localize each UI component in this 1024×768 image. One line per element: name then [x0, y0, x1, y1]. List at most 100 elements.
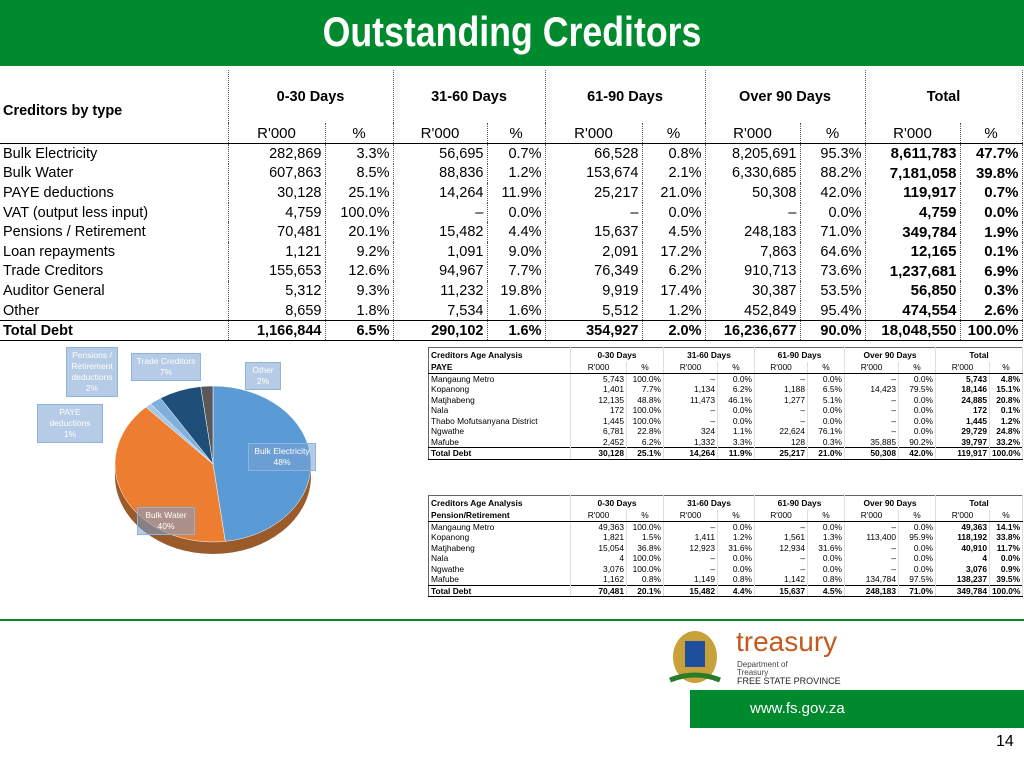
row-label: Mafube [428, 574, 571, 585]
pie-label-name: Bulk Electricity [254, 446, 310, 456]
cell: 17.2% [642, 241, 706, 262]
cell: 3.3% [325, 143, 394, 164]
cell: 2.1% [642, 163, 706, 184]
cell: 1.2% [717, 532, 755, 543]
pie-label-name: Pensions / Retirement deductions [71, 350, 113, 382]
subheader: R'000 [663, 510, 718, 522]
cell: 9.3% [325, 281, 394, 301]
data-row: Nala 172 100.0% –0.0% –0.0% –0.0% 172 0.1% [428, 405, 1024, 416]
row-label: Mangaung Metro [428, 373, 571, 384]
group-row: Creditors Age Analysis 0-30 Days 31-60 Day… [428, 347, 1024, 362]
row-label: Loan repayments [0, 241, 229, 262]
pie-label: Bulk Water 40% [137, 507, 195, 535]
cell: 16,236,677 [705, 320, 801, 342]
cell: 64.6% [800, 241, 866, 262]
cell: 282,869 [228, 143, 326, 164]
data-row: Mafube 1,162 0.8% 1,149 0.8% 1,142 0.8% 134,784… [428, 574, 1024, 585]
cell: 50,308 [844, 447, 899, 460]
corner: Creditors Age Analysis [428, 495, 571, 510]
cell: 2,091 [545, 241, 643, 262]
cell: 0.3% [960, 281, 1023, 301]
total-row: Total Debt 30,128 25.1% 14,264 11.9% 25,217 21… [428, 447, 1024, 460]
cell: 40,910 [935, 542, 990, 553]
slide-title: Outstanding Creditors [322, 8, 702, 55]
cell: 12,135 [570, 394, 627, 405]
cell: 100.0% [626, 405, 664, 416]
cell: 20.1% [325, 222, 394, 242]
pie-value-label: 2% [256, 376, 270, 386]
cell: 12,934 [754, 542, 808, 553]
cell: 5,512 [545, 300, 643, 321]
cell: 35,885 [844, 436, 899, 448]
row-label: VAT (output less input) [0, 202, 229, 223]
cell: 42.0% [800, 183, 866, 203]
cell: 56,850 [865, 281, 961, 301]
cell: 42.0% [898, 447, 936, 460]
subheader: R'000 [754, 362, 808, 374]
cell: 100.0% [626, 415, 664, 426]
cell: – [754, 405, 808, 416]
cell: 71.0% [800, 222, 866, 242]
subheader: R'000 [754, 510, 808, 522]
cell: 0.0% [898, 415, 936, 426]
cell: 9,919 [545, 281, 643, 301]
cell: 1.5% [626, 532, 664, 543]
cell: 0.0% [717, 415, 755, 426]
table-title: Creditors Age Analysis [431, 498, 523, 508]
group-header: Total [935, 347, 1024, 362]
total-row: Total Debt 1,166,844 6.5% 290,102 1.6% 354,92… [0, 320, 1023, 342]
cell: 88,836 [393, 163, 488, 184]
cell: 7.7% [626, 384, 664, 395]
group-header: 61-90 Days [754, 347, 845, 362]
cell: 1,277 [754, 394, 808, 405]
subheader: R'000 [228, 123, 326, 144]
province: FREE STATE PROVINCE [737, 676, 841, 686]
cell: 6.2% [626, 436, 664, 448]
cell: 354,927 [545, 320, 643, 342]
cell: – [844, 415, 899, 426]
cell: 22,624 [754, 426, 808, 437]
cell: 15.1% [989, 384, 1024, 395]
subheader: % [898, 362, 936, 374]
cell: 0.0% [807, 415, 845, 426]
cell: – [844, 373, 899, 384]
group-header: 0-30 Days [570, 495, 664, 510]
cell: 94,967 [393, 261, 488, 282]
cell: – [663, 553, 718, 564]
cell: – [705, 202, 801, 223]
group-header: 0-30 Days [570, 347, 664, 362]
cell: 6.5% [807, 384, 845, 395]
cell: 4 [570, 553, 627, 564]
data-row: Kopanong 1,821 1.5% 1,411 1.2% 1,561 1.3% 113,4… [428, 532, 1024, 543]
cell: 21.0% [807, 447, 845, 460]
cell: – [844, 542, 899, 553]
cell: 11,473 [663, 394, 718, 405]
row-label: Auditor General [0, 281, 229, 301]
subheader: R'000 [705, 123, 801, 144]
cell: 2.6% [960, 300, 1023, 321]
group-header: 31-60 Days [663, 347, 755, 362]
cell: – [393, 202, 488, 223]
row-label: Bulk Electricity [0, 143, 229, 164]
cell: – [663, 405, 718, 416]
cell: 24,885 [935, 394, 990, 405]
cell: 24.8% [989, 426, 1024, 437]
cell: 172 [935, 405, 990, 416]
cell: 8.5% [325, 163, 394, 184]
subheader: % [325, 123, 394, 144]
subheader-row: PAYE R'000% R'000% R'000% R'000% R'000% [428, 362, 1024, 374]
cell: 39.5% [989, 574, 1024, 585]
pie-label-name: PAYE deductions [49, 407, 91, 428]
cell: 20.1% [626, 584, 664, 597]
cell: 3.3% [717, 436, 755, 448]
pie-chart [114, 385, 312, 554]
pie-label: Bulk Electricity 48% [248, 443, 316, 471]
cell: 11.9% [487, 183, 546, 203]
row-label: Nala [428, 553, 571, 564]
cell: 1,162 [570, 574, 627, 585]
data-row: Bulk Water 607,863 8.5% 88,836 1.2% 153,674 2.… [0, 163, 1023, 184]
cell: 95.4% [800, 300, 866, 321]
subheader: R'000 [570, 362, 627, 374]
cell: 248,183 [844, 584, 899, 597]
subheader: % [642, 123, 706, 144]
